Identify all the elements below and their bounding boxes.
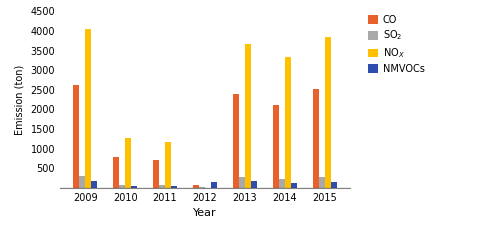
Bar: [171, 186, 177, 188]
Bar: [211, 182, 217, 188]
Bar: [319, 177, 325, 188]
Bar: [91, 181, 97, 188]
Bar: [285, 57, 291, 188]
Bar: [279, 179, 285, 188]
Bar: [159, 185, 165, 188]
X-axis label: Year: Year: [193, 208, 217, 218]
Bar: [125, 138, 131, 188]
Bar: [239, 177, 245, 188]
Bar: [325, 37, 331, 188]
Bar: [251, 181, 257, 188]
Bar: [273, 106, 279, 188]
Bar: [85, 29, 91, 188]
Bar: [199, 187, 205, 188]
Bar: [79, 176, 85, 188]
Bar: [73, 85, 79, 188]
Bar: [119, 185, 125, 188]
Bar: [245, 44, 251, 188]
Bar: [331, 182, 337, 188]
Bar: [165, 142, 171, 188]
Bar: [131, 186, 137, 188]
Bar: [313, 90, 319, 188]
Bar: [193, 185, 199, 188]
Legend: CO, SO$_2$, NO$_X$, NMVOCs: CO, SO$_2$, NO$_X$, NMVOCs: [366, 13, 427, 76]
Bar: [113, 157, 119, 188]
Bar: [153, 160, 159, 188]
Bar: [233, 94, 239, 188]
Bar: [291, 183, 297, 188]
Y-axis label: Emission (ton): Emission (ton): [15, 65, 25, 135]
